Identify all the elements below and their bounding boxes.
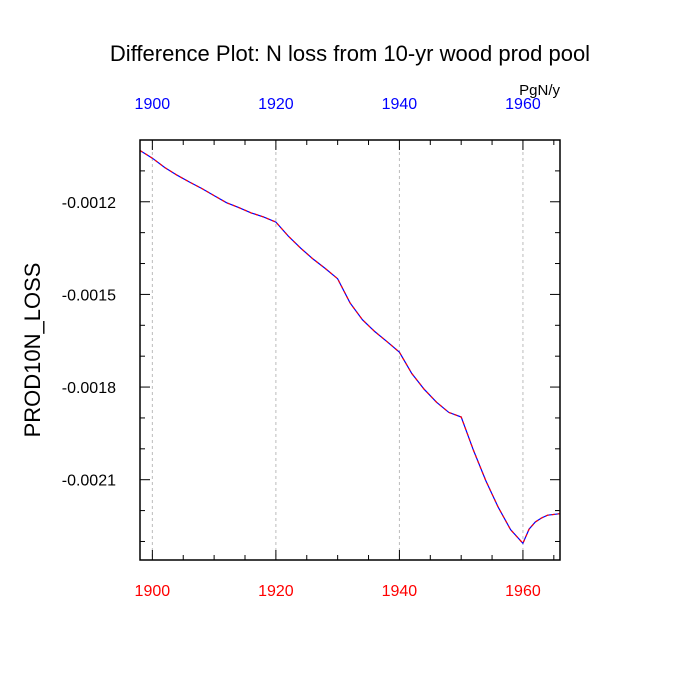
x-tick-label-top: 1940 (382, 96, 418, 113)
x-tick-label-bottom: 1940 (382, 583, 418, 600)
x-tick-label-top: 1960 (505, 96, 541, 113)
plot-frame (139, 139, 561, 561)
y-axis-label: PROD10N_LOSS (20, 263, 45, 438)
chart-title: Difference Plot: N loss from 10-yr wood … (110, 41, 590, 66)
x-tick-label-top: 1900 (135, 96, 171, 113)
y-tick-label: -0.0021 (62, 473, 116, 490)
x-tick-label-bottom: 1900 (135, 583, 171, 600)
x-tick-label-bottom: 1960 (505, 583, 541, 600)
units-label: PgN/y (519, 82, 560, 99)
grid (151, 140, 524, 560)
y-tick-label: -0.0018 (62, 380, 116, 397)
tick-labels: 1900 1900 1920 1920 1940 1940 1960 1960 -0.0012 -… (62, 96, 541, 600)
x-tick-label-bottom: 1920 (258, 583, 294, 600)
series-line-dash-0 (139, 149, 561, 545)
x-tick-label-top: 1920 (258, 96, 294, 113)
y-tick-label: -0.0012 (62, 195, 116, 212)
y-tick-label: -0.0015 (62, 287, 116, 304)
series-line-0 (139, 149, 561, 545)
plot-area (139, 149, 561, 545)
ticks (140, 140, 560, 560)
